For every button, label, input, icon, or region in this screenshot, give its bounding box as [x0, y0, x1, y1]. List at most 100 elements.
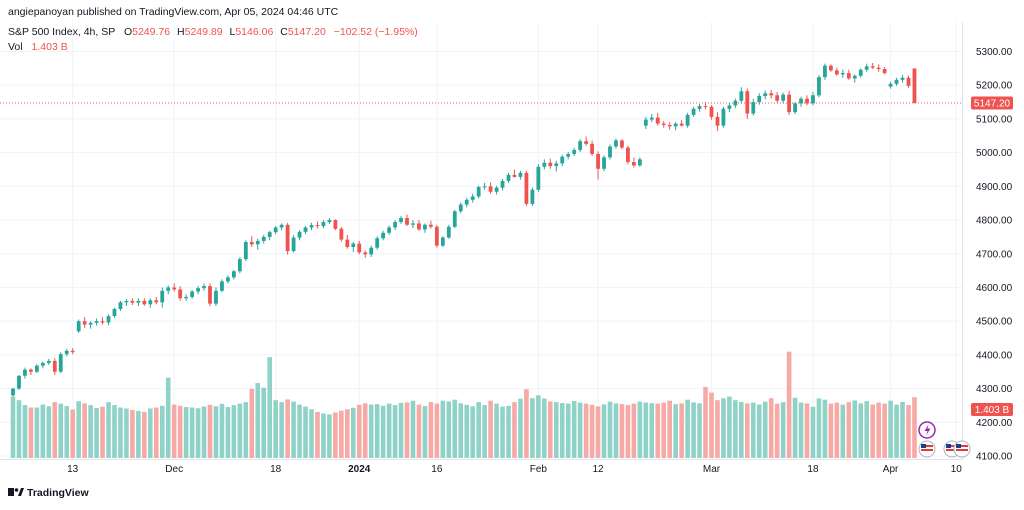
candle-body	[470, 196, 475, 200]
y-tick-label: 4600.00	[976, 283, 1013, 294]
candle-body	[661, 123, 666, 125]
volume-bar	[64, 406, 70, 458]
price-scale[interactable]: 4100.00 4200.00 4300.00 4400.00 4500.00 4600.…	[976, 47, 1013, 463]
tradingview-logo-icon	[8, 488, 24, 496]
candle-body	[369, 247, 374, 255]
y-tick-label: 4100.00	[976, 452, 1013, 463]
open-value: 5249.76	[132, 26, 170, 38]
candle-body	[40, 362, 45, 366]
volume-bar	[112, 405, 117, 458]
volume-bar	[559, 403, 565, 458]
candle-body	[476, 187, 481, 197]
candle-body	[834, 70, 839, 75]
candle-body	[160, 290, 165, 303]
volume-bar	[362, 403, 368, 458]
us-flag-event-group-icon[interactable]	[943, 440, 971, 458]
volume-bar	[177, 405, 183, 458]
candle-body	[763, 93, 768, 96]
volume-bar	[768, 398, 774, 458]
candle-body	[339, 228, 344, 240]
candle-body	[811, 95, 815, 104]
volume-bar	[595, 406, 601, 458]
volume-bar	[631, 403, 637, 458]
candle-body	[34, 365, 39, 372]
time-scale[interactable]: 13 Dec 18 2024 16 Feb 12 Mar 18 Apr 10	[67, 464, 962, 475]
flag-icon-stripe	[956, 449, 968, 451]
candle-body	[614, 140, 618, 147]
candle-body	[542, 162, 547, 167]
candle-body	[757, 95, 762, 103]
volume-bar	[285, 399, 290, 458]
volume-bar	[136, 410, 141, 458]
candle-body	[500, 180, 505, 188]
volume-bar	[356, 404, 362, 458]
volume-bar	[446, 401, 452, 458]
candle-body	[649, 117, 654, 120]
volume-bar	[619, 404, 625, 458]
volume-bar	[476, 402, 481, 458]
candle-body	[446, 226, 451, 238]
volume-bar	[530, 398, 535, 458]
last-price-badge: 5147.20	[971, 96, 1013, 110]
candle-body	[226, 277, 230, 282]
volume-label[interactable]: Vol	[8, 41, 23, 53]
volume-badge: 1.403 B	[971, 403, 1013, 416]
volume-bar	[637, 401, 643, 458]
volume-bar	[553, 402, 559, 458]
y-tick-label: 5000.00	[976, 148, 1013, 159]
volume-bar	[894, 404, 899, 458]
symbol-title[interactable]: S&P 500 Index, 4h, SP	[8, 26, 115, 38]
candle-body	[888, 83, 893, 87]
volume-bar	[410, 400, 416, 458]
change-value: −102.52 (−1.95%)	[334, 26, 418, 38]
tradingview-logo[interactable]: TradingView	[8, 487, 89, 499]
volume-bar	[267, 357, 273, 458]
close-label: C	[280, 26, 288, 38]
y-tick-label: 4400.00	[976, 350, 1013, 361]
candle-body	[184, 296, 189, 299]
volume-bars	[10, 351, 917, 458]
volume-bar	[28, 407, 34, 458]
candle-body	[154, 300, 159, 303]
volume-bar	[148, 408, 153, 458]
candle-body	[685, 114, 690, 126]
x-tick-label: Feb	[530, 464, 548, 475]
volume-bar	[888, 400, 893, 458]
candle-body	[608, 146, 612, 158]
volume-bar	[876, 402, 881, 458]
candle-body	[393, 222, 397, 228]
us-flag-event-icon[interactable]	[918, 440, 936, 458]
volume-bar	[804, 403, 810, 458]
volume-bar	[852, 400, 858, 458]
publisher-caption: angiepanoyan published on TradingView.co…	[8, 6, 339, 18]
flag-icon-canton	[946, 444, 951, 448]
candle-body	[566, 153, 571, 157]
volume-bar	[189, 407, 195, 458]
candle-body	[64, 350, 69, 355]
volume-bar	[94, 408, 99, 458]
volume-bar	[350, 407, 356, 458]
volume-bar	[219, 403, 225, 458]
candle-body	[351, 243, 356, 248]
volume-bar	[858, 403, 864, 458]
candle-body	[775, 95, 780, 101]
volume-bar	[870, 404, 875, 458]
volume-bar	[273, 400, 278, 458]
candle-body	[249, 241, 254, 245]
volume-bar	[201, 406, 207, 458]
y-tick-label: 4300.00	[976, 384, 1013, 395]
volume-bar	[52, 402, 58, 458]
low-label: L	[230, 26, 236, 38]
candle-body	[399, 218, 403, 223]
candle-body	[805, 98, 809, 104]
volume-bar	[792, 397, 798, 458]
volume-bar	[58, 403, 64, 458]
dividend-lightning-icon[interactable]	[918, 421, 936, 439]
candle-body	[858, 69, 863, 76]
y-tick-label: 5100.00	[976, 114, 1013, 125]
volume-bar	[124, 408, 129, 458]
volume-bar	[249, 388, 255, 458]
flag-icon-stripe	[921, 449, 933, 451]
candle-body	[721, 108, 726, 126]
